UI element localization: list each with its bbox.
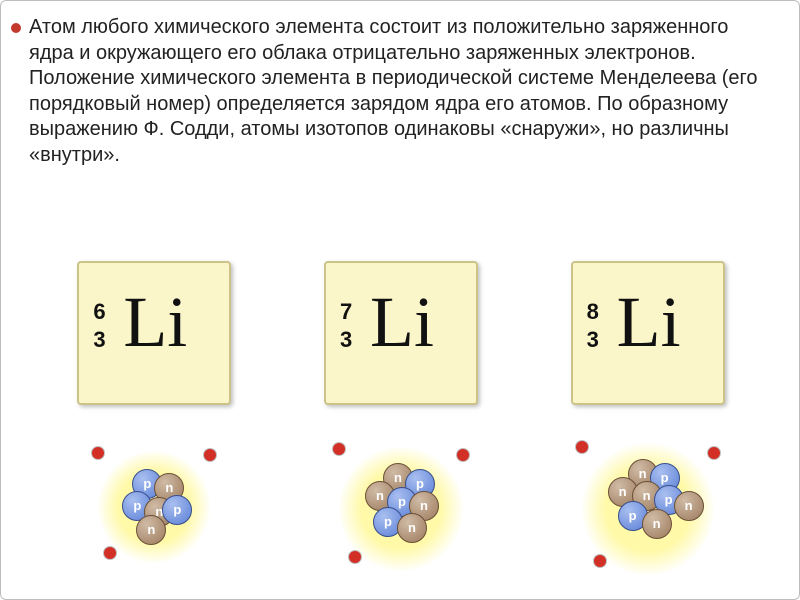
element-symbol: Li [123, 281, 187, 364]
mass-number: 7 [340, 299, 352, 325]
isotope-panel: 63Lipnpnpn [44, 261, 264, 581]
element-box: 83 Li [571, 261, 725, 405]
isotope-panel: 73Linpnpnpn [291, 261, 511, 581]
electron-icon [104, 547, 116, 559]
electron-icon [457, 449, 469, 461]
mass-number: 6 [93, 299, 105, 325]
element-symbol: Li [617, 281, 681, 364]
neutron-icon: n [642, 509, 672, 539]
electron-icon [92, 447, 104, 459]
neutron-icon: n [674, 491, 704, 521]
atom-diagram: pnpnpn [44, 419, 264, 589]
neutron-icon: n [397, 513, 427, 543]
bullet-icon [11, 23, 21, 33]
main-paragraph: Атом любого химического элемента состоит… [29, 15, 773, 169]
atom-diagram: npnpnpn [291, 419, 511, 589]
mass-number: 8 [587, 299, 599, 325]
atomic-number: 3 [93, 327, 105, 353]
electron-icon [576, 441, 588, 453]
electron-icon [594, 555, 606, 567]
atomic-number: 3 [340, 327, 352, 353]
isotope-panels: 63Lipnpnpn73Linpnpnpn83Linpnnpnpn [31, 261, 771, 581]
electron-icon [708, 447, 720, 459]
isotope-panel: 83Linpnnpnpn [538, 261, 758, 581]
electron-icon [349, 551, 361, 563]
atom-diagram: npnnpnpn [538, 419, 758, 589]
slide-frame: Атом любого химического элемента состоит… [0, 0, 800, 600]
element-box: 63 Li [77, 261, 231, 405]
element-symbol: Li [370, 281, 434, 364]
atomic-number: 3 [587, 327, 599, 353]
electron-icon [333, 443, 345, 455]
element-box: 73 Li [324, 261, 478, 405]
electron-icon [204, 449, 216, 461]
